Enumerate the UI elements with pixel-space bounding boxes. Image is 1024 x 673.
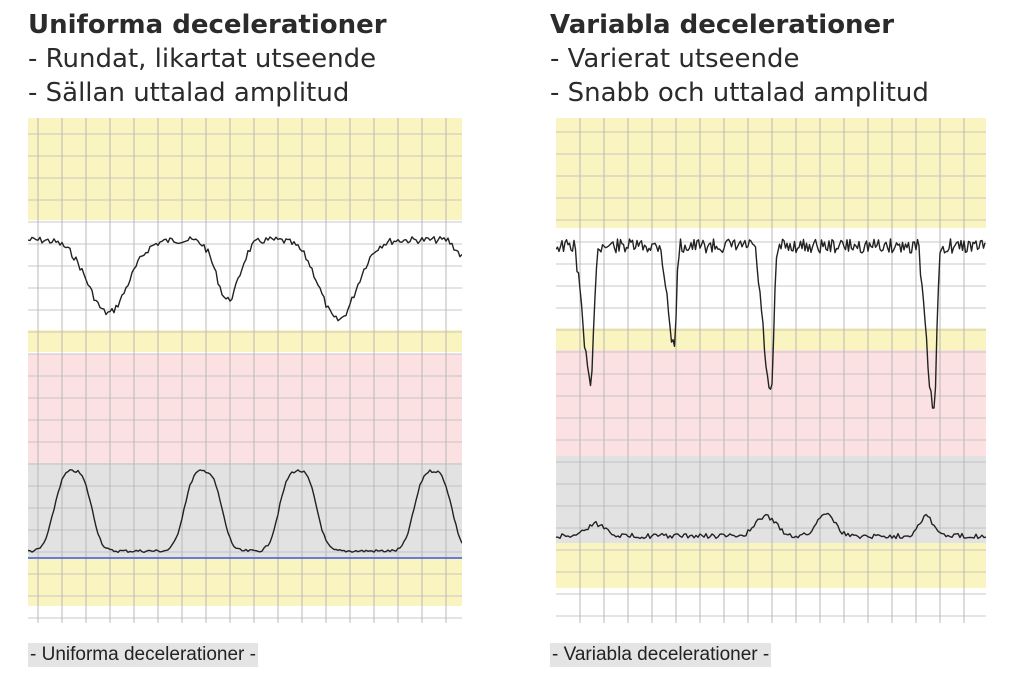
fetal-heart-rate-trace (556, 238, 986, 409)
ctg-background (556, 118, 986, 623)
contraction-trace (28, 469, 462, 554)
image-caption: - Uniforma decelerationer - (28, 643, 258, 667)
description-line: - Sällan uttalad amplitud (28, 78, 350, 108)
image-caption: - Variabla decelerationer - (550, 643, 772, 667)
ctg-image-variable (556, 118, 986, 623)
description-line: - Rundat, likartat utseende (28, 44, 377, 74)
description-line: - Varierat utseende (550, 44, 800, 74)
panel-title: Uniforma decelerationer (28, 10, 387, 40)
ctg-grid (28, 118, 462, 623)
ctg-image-uniform (28, 118, 462, 623)
description-line: - Snabb och uttalad amplitud (550, 78, 929, 108)
ctg-grid (556, 118, 986, 623)
fetal-heart-rate-trace (28, 235, 462, 322)
panel-title: Variabla decelerationer (550, 10, 895, 40)
ctg-background (28, 118, 462, 623)
contraction-trace (556, 512, 986, 540)
